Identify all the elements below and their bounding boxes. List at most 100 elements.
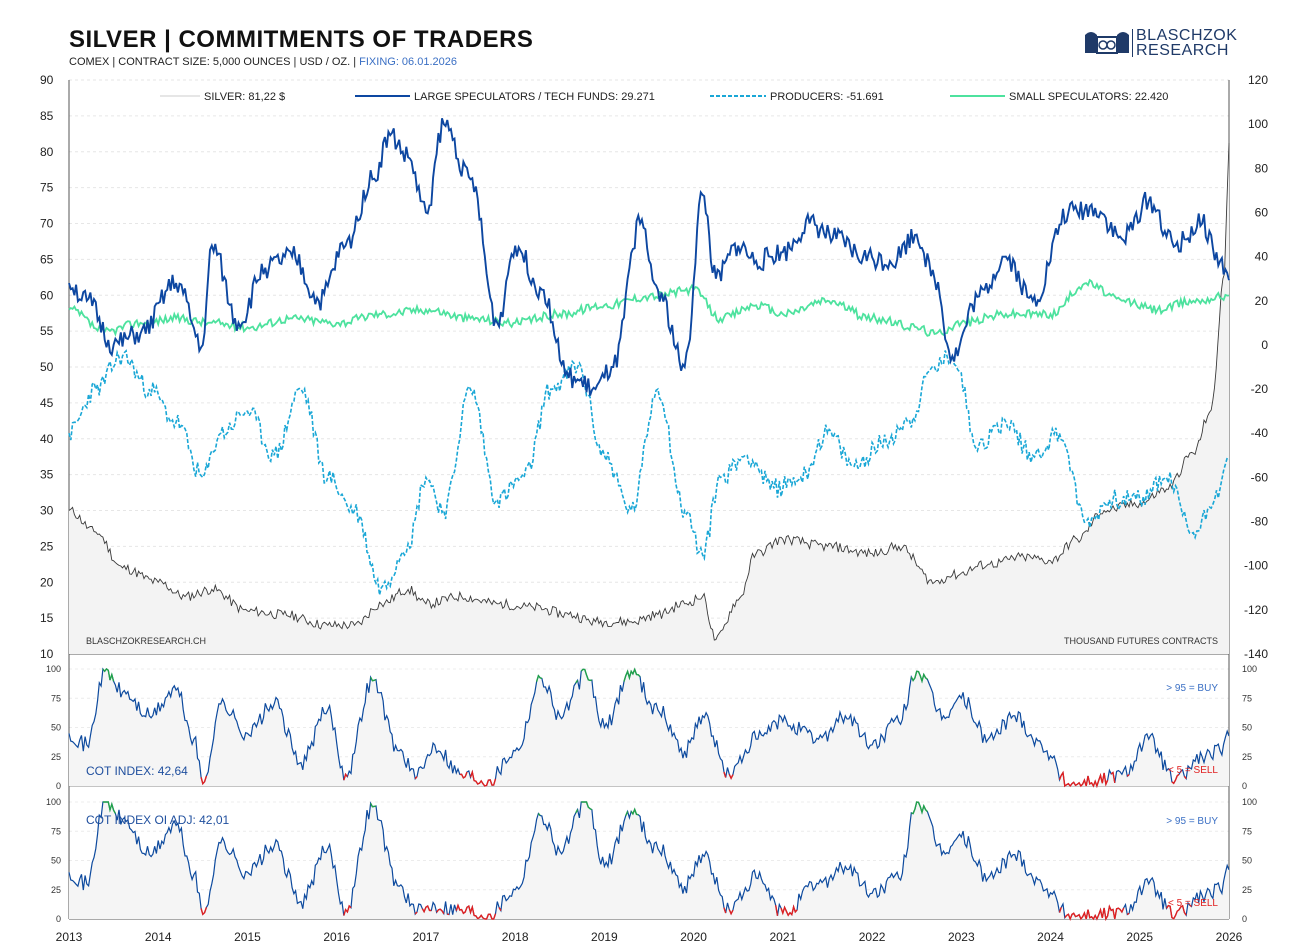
cot-index-oi-adj-sell-segment [200, 907, 208, 916]
cot-index-y-right-tick: 0 [1242, 781, 1247, 791]
cot-oi-buy-threshold-label: > 95 = BUY [1166, 816, 1218, 827]
cot-index-oi-adj-y-right-tick: 0 [1242, 914, 1247, 924]
y-left-tick-label: 40 [40, 432, 54, 446]
cot-index-buy-segment [369, 676, 377, 682]
cot-index-sell-segment [1171, 773, 1180, 785]
y-right-tick-label: -40 [1251, 426, 1269, 440]
y-left-tick-label: 65 [40, 252, 54, 266]
cot-index-oi-adj-buy-segment [911, 801, 928, 815]
y-right-tick-label: 40 [1255, 250, 1269, 264]
cot-index-oi-adj-sell-segment [498, 907, 502, 911]
x-tick-label: 2020 [680, 930, 707, 944]
cot-index-oi-adj-sell-segment [421, 904, 432, 914]
cot-index-sell-segment [414, 776, 418, 780]
y-left-tick-label: 35 [40, 468, 54, 482]
legend-item-small-specs: SMALL SPECULATORS: 22.420 [1009, 91, 1168, 103]
cot-index-oi-adj-y-left-tick: 75 [51, 826, 61, 836]
cot-index-oi-adj-sell-segment [1189, 904, 1192, 908]
cot-index-oi-adj-y-left-tick: 50 [51, 856, 61, 866]
chart-grid [69, 79, 1229, 920]
cot-index-oi-adj-y-left-tick: 0 [56, 914, 61, 924]
x-tick-label: 2026 [1216, 930, 1243, 944]
x-tick-label: 2019 [591, 930, 618, 944]
logo-divider [1132, 29, 1133, 57]
cot-index-oi-adj-sell-segment [1126, 912, 1130, 916]
cot-index-buy-segment [575, 679, 579, 684]
silver-price-area [69, 143, 1229, 654]
x-tick-label: 2024 [1037, 930, 1064, 944]
cot-index-oi-adj-buy-segment [369, 802, 377, 808]
cot-index-oi-adj-buy-segment [575, 809, 579, 814]
y-right-tick-label: 0 [1261, 338, 1268, 352]
cot-index-buy-segment [102, 668, 115, 682]
cot-index-oi-adj-area [69, 802, 1229, 919]
x-tick-label: 2021 [769, 930, 796, 944]
cot-index-y-right-tick: 100 [1242, 664, 1257, 674]
cot-index-sell-segment [469, 769, 497, 787]
cot-index-oi-adj-buy-segment [102, 801, 117, 814]
cot-index-oi-adj-line [68, 801, 1230, 921]
cot-index-y-left-tick: 50 [51, 723, 61, 733]
y-left-tick-label: 10 [40, 647, 54, 661]
cot-index-oi-adj-y-right-tick: 100 [1242, 797, 1257, 807]
cot-index-y-left-tick: 0 [56, 781, 61, 791]
legend-item-silver: SILVER: 81,22 $ [204, 91, 285, 103]
cot-index-oi-adj-sell-segment [728, 909, 734, 916]
cot-index-oi-adj-y-left-tick: 25 [51, 885, 61, 895]
y-left-tick-label: 20 [40, 575, 54, 589]
subtitle-contract-info: COMEX | CONTRACT SIZE: 5,000 OUNCES | US… [69, 56, 357, 68]
y-right-tick-label: -60 [1251, 470, 1269, 484]
logo-text-line2: RESEARCH [1136, 42, 1229, 59]
cot-index-oi-adj-sell-segment [436, 908, 445, 915]
x-tick-label: 2013 [56, 930, 83, 944]
logo-emblem-icon [1085, 32, 1129, 54]
cot-index-y-left-tick: 75 [51, 693, 61, 703]
cot-index-oi-adj-buy-segment [625, 811, 629, 816]
cot-index-oi-adj-label: COT INDEX OI ADJ: 42,01 [86, 813, 229, 827]
y-left-tick-label: 60 [40, 288, 54, 302]
cot-index-sell-segment [1110, 771, 1116, 784]
cot-index-oi-adj-buy-segment [537, 813, 541, 816]
y-right-tick-label: -20 [1251, 382, 1269, 396]
cot-index-line [68, 667, 1230, 788]
x-tick-label: 2023 [948, 930, 975, 944]
x-tick-label: 2022 [859, 930, 886, 944]
cot-oi-sell-threshold-label: < 5 = SELL [1168, 898, 1218, 909]
x-tick-label: 2016 [323, 930, 350, 944]
logo-text-line1: BLASCHZOK [1136, 27, 1238, 44]
cot-index-y-right-tick: 25 [1242, 752, 1252, 762]
cot-index-oi-adj-y-right-tick: 50 [1242, 856, 1252, 866]
chart-series [68, 118, 1230, 922]
cot-index-sell-segment [723, 771, 727, 778]
cot-index-buy-segment [535, 674, 543, 682]
brand-logo: BLASCHZOK RESEARCH [1083, 27, 1243, 61]
y-left-tick-label: 90 [40, 73, 54, 87]
y-left-tick-label: 70 [40, 217, 54, 231]
chart-subtitle: COMEX | CONTRACT SIZE: 5,000 OUNCES | US… [69, 56, 457, 68]
units-note-label: THOUSAND FUTURES CONTRACTS [1064, 636, 1218, 646]
y-right-tick-label: 20 [1255, 294, 1269, 308]
y-left-tick-label: 50 [40, 360, 54, 374]
cot-index-oi-adj-sell-segment [1165, 904, 1187, 920]
y-right-tick-label: -100 [1244, 559, 1268, 573]
cot-index-oi-adj-sell-segment [414, 911, 418, 915]
cot-index-sell-segment [1183, 775, 1187, 780]
y-right-tick-label: -120 [1244, 603, 1268, 617]
cot-index-buy-segment [580, 668, 593, 682]
y-left-tick-label: 75 [40, 181, 54, 195]
y-right-tick-label: 80 [1255, 161, 1269, 175]
producers-line [68, 349, 1230, 596]
cot-index-oi-adj-y-left-tick: 100 [46, 797, 61, 807]
y-left-tick-label: 45 [40, 396, 54, 410]
cot-index-oi-adj-buy-segment [581, 801, 593, 811]
cot-buy-threshold-label: > 95 = BUY [1166, 683, 1218, 694]
cot-index-buy-segment [623, 667, 641, 682]
y-right-tick-label: 100 [1248, 117, 1268, 131]
cot-index-oi-adj-sell-segment [1058, 907, 1062, 913]
page-title: SILVER | COMMITMENTS OF TRADERS [69, 26, 534, 53]
y-right-tick-label: 60 [1255, 205, 1269, 219]
cot-index-sell-segment [728, 774, 734, 780]
cot-sell-threshold-label: < 5 = SELL [1168, 765, 1218, 776]
large-speculators-line [68, 118, 1230, 396]
y-left-tick-label: 80 [40, 145, 54, 159]
